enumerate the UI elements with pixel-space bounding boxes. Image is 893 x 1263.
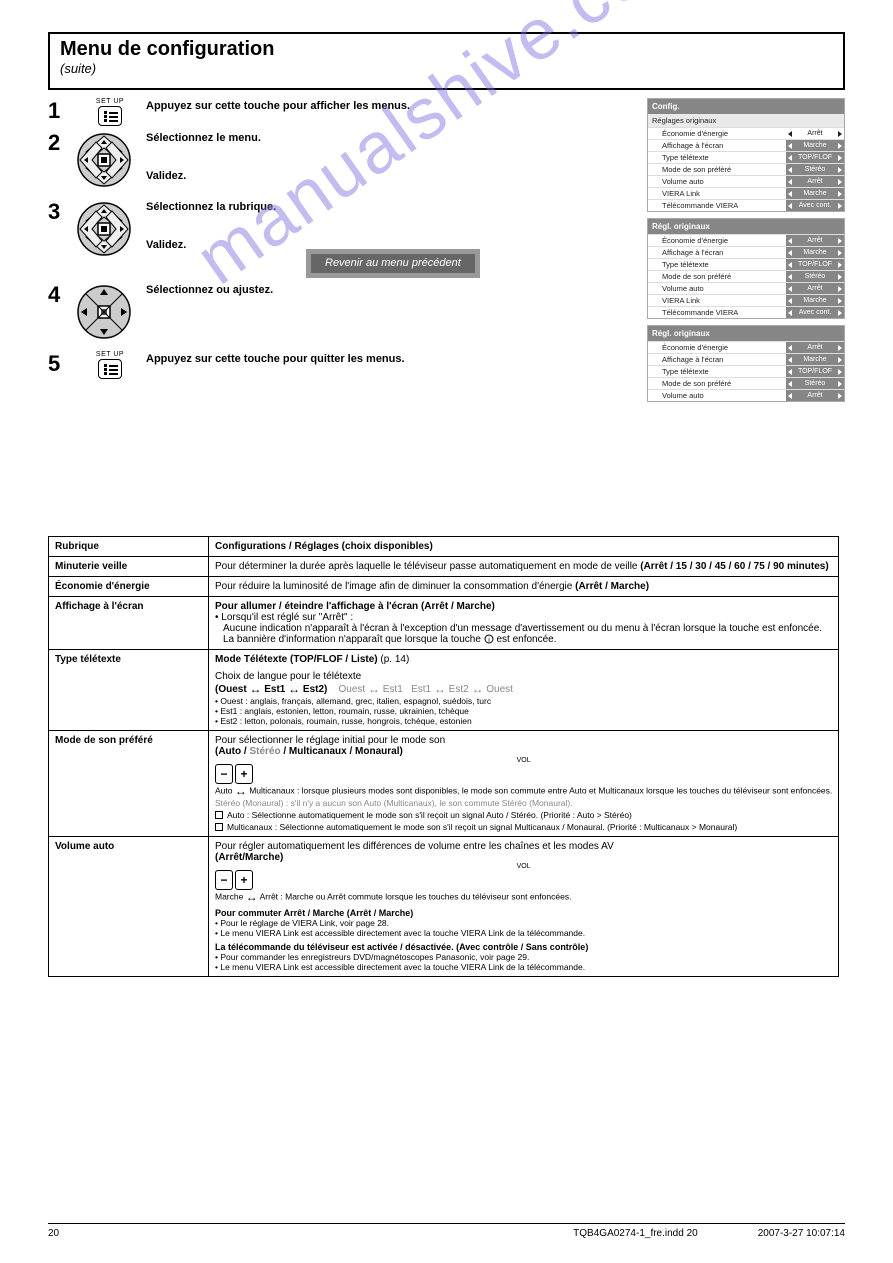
page-footer: 20 TQB4GA0274-1_fre.indd 20 2007-3-27 10… [48,1223,845,1239]
step-text: Appuyez sur cette touche pour afficher l… [146,98,638,114]
step-number: 2 [48,130,74,156]
step-text: Appuyez sur cette touche pour quitter le… [146,351,638,367]
menu-previews: Config. Réglages originaux Économie d'én… [647,98,845,408]
title-main: Menu de configuration [60,38,833,61]
step-text: Sélectionnez le menu. Validez. [146,130,638,184]
step-number: 4 [48,282,74,308]
setup-icon: SET UP [74,98,146,126]
table-body: Minuterie veillePour déterminer la durée… [49,557,839,977]
step-number: 5 [48,351,74,377]
dpad-icon [74,199,146,264]
step-1: 1 SET UP Appuyez sur cette touche pour a… [48,98,638,126]
step-5: 5 SET UP Appuyez sur cette touche pour q… [48,351,638,379]
steps-column: 1 SET UP Appuyez sur cette touche pour a… [48,98,638,383]
page-frame: Menu de configuration (suite) manualshiv… [48,32,845,1213]
step-2: 2 [48,130,638,195]
setup-icon: SET UP [74,351,146,379]
menu-lines: Économie d'énergieArrêtAffichage à l'écr… [648,127,844,211]
step-3: 3 [48,199,638,278]
table-head: Rubrique [49,537,209,557]
title-sub: (suite) [60,61,833,76]
dpad-icon [74,282,146,347]
footer-file: TQB4GA0274-1_fre.indd 20 [573,1228,698,1239]
title-box: Menu de configuration (suite) [48,32,845,90]
step-number: 3 [48,199,74,225]
menu-ro: Régl. originaux Économie d'énergieArrêtA… [647,218,845,319]
menu-config: Config. Réglages originaux Économie d'én… [647,98,845,212]
menu-ro2: Régl. originaux Économie d'énergieArrêtA… [647,325,845,402]
menu-lines: Économie d'énergieArrêtAffichage à l'écr… [648,341,844,401]
page-number: 20 [48,1228,59,1239]
menu-lines: Économie d'énergieArrêtAffichage à l'écr… [648,234,844,318]
step-text: Sélectionnez ou ajustez. [146,282,638,298]
step-number: 1 [48,98,74,124]
step-text: Sélectionnez la rubrique. Validez. Reven… [146,199,638,278]
step-4: 4 Sélectionnez ou ajustez. [48,282,638,347]
footer-ts: 2007-3-27 10:07:14 [758,1228,845,1239]
dpad-icon [74,130,146,195]
settings-table: Rubrique Configurations / Réglages (choi… [48,536,839,977]
table-head: Configurations / Réglages (choix disponi… [209,537,839,557]
